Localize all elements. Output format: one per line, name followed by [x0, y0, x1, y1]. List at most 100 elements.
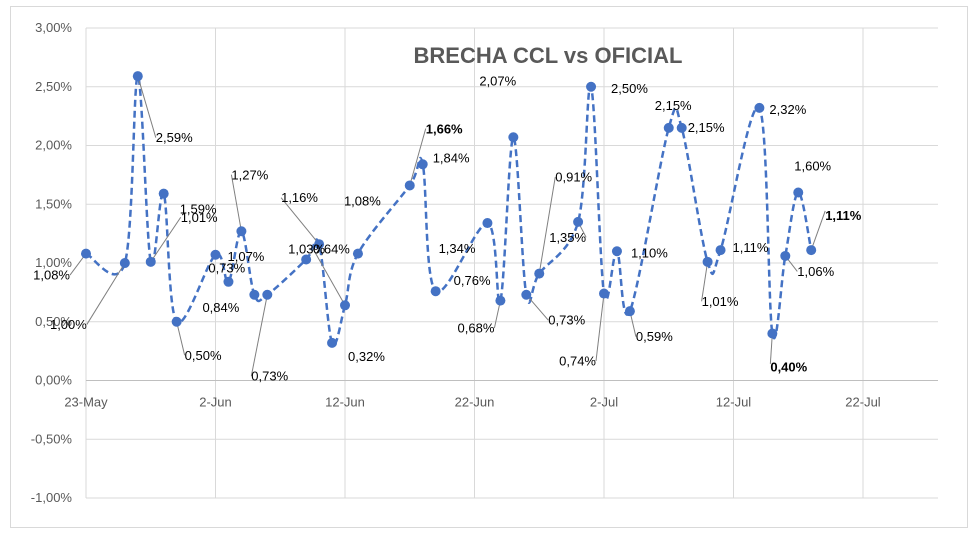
label-leader-line — [137, 76, 157, 138]
data-point — [624, 306, 635, 317]
y-tick-label: -0,50% — [31, 431, 73, 446]
label-leader-line — [538, 176, 556, 274]
data-labels: 1,08%1,00%2,59%1,01%1,59%0,50%1,07%0,84%… — [33, 73, 862, 383]
y-tick-label: 3,00% — [35, 20, 72, 35]
data-point — [327, 337, 338, 348]
data-label: 1,08% — [33, 268, 70, 283]
data-point — [702, 256, 713, 267]
data-label: 1,10% — [631, 245, 668, 260]
data-point — [599, 288, 609, 299]
data-point — [340, 300, 350, 311]
label-leader-line — [280, 197, 320, 245]
data-point — [314, 239, 325, 250]
data-point — [482, 218, 493, 229]
data-point — [145, 256, 156, 267]
data-label: 2,50% — [611, 81, 648, 96]
data-label: 1,01% — [702, 294, 739, 309]
data-label: 0,73% — [548, 313, 585, 328]
axes: 3,00% 2,50% 2,00% 1,50% 1,00% 0,50% 0,00% -0,50… — [31, 20, 938, 505]
data-label: 1,06% — [797, 264, 834, 279]
data-point — [521, 289, 532, 300]
label-leader-line — [595, 293, 605, 362]
data-label: 1,07% — [228, 249, 265, 264]
y-tick-label: 0,00% — [35, 373, 72, 388]
x-tick-label: 12-Jun — [325, 395, 365, 410]
data-point — [81, 248, 91, 259]
chart-title: BRECHA CCL vs OFICIAL — [414, 43, 683, 68]
data-label: 2,15% — [688, 120, 725, 135]
data-label: 1,59% — [180, 202, 217, 217]
data-points — [81, 71, 817, 348]
data-label: 0,68% — [458, 321, 495, 336]
data-point — [132, 71, 143, 82]
data-point — [301, 254, 312, 265]
label-leader-line — [525, 294, 549, 321]
data-point — [262, 289, 273, 300]
data-label: 1,60% — [794, 159, 831, 174]
data-label: 1,08% — [344, 194, 381, 209]
data-point — [534, 268, 545, 279]
data-label: 1,00% — [50, 317, 87, 332]
label-leader-line — [176, 321, 186, 356]
data-label: 1,01% — [181, 210, 218, 225]
x-tick-label: 22-Jul — [845, 395, 881, 410]
data-point — [158, 188, 169, 199]
data-label: 2,32% — [769, 102, 806, 117]
data-point — [767, 328, 778, 339]
data-point — [573, 216, 584, 227]
label-leader-line — [250, 294, 268, 377]
data-label: 0,32% — [348, 349, 385, 364]
data-label: 0,73% — [208, 261, 245, 276]
label-leader-line — [701, 261, 709, 302]
data-label: 1,84% — [433, 150, 470, 165]
x-tick-label: 22-Jun — [455, 395, 495, 410]
data-point — [495, 295, 506, 306]
data-point — [715, 245, 726, 256]
x-tick-label: 12-Jul — [716, 395, 752, 410]
data-point — [586, 81, 597, 92]
data-label: 1,16% — [281, 190, 318, 205]
data-label: 1,35% — [549, 230, 586, 245]
data-point — [404, 180, 415, 191]
data-label: 0,73% — [251, 369, 288, 384]
y-tick-label: 2,50% — [35, 79, 72, 94]
data-label: 2,07% — [479, 73, 516, 88]
data-label: 1,11% — [733, 240, 769, 255]
x-tick-label: 2-Jun — [199, 395, 232, 410]
data-point — [119, 258, 130, 268]
y-tick-label: 2,00% — [35, 138, 72, 153]
series-path — [85, 74, 813, 347]
data-point — [611, 246, 622, 257]
series-line — [85, 74, 813, 347]
data-point — [236, 226, 247, 237]
label-leader-line — [230, 174, 242, 232]
data-point — [793, 187, 804, 198]
data-label: 0,40% — [770, 360, 807, 375]
data-point — [171, 316, 182, 327]
data-label: 0,91% — [555, 170, 592, 185]
data-label: 1,03% — [288, 241, 325, 256]
data-label: 0,50% — [185, 348, 222, 363]
data-point — [210, 249, 221, 260]
data-label: 0,64% — [313, 241, 350, 256]
data-point — [417, 159, 428, 170]
y-tick-label: 1,50% — [35, 196, 72, 211]
label-leader-line — [810, 210, 826, 251]
data-point — [223, 276, 234, 287]
data-point — [780, 250, 791, 261]
label-leader-line — [769, 333, 773, 364]
label-leader-line — [150, 216, 182, 263]
data-label: 2,59% — [156, 130, 193, 145]
data-point — [352, 248, 363, 259]
label-leader-line — [86, 262, 126, 325]
data-label: 1,11% — [825, 208, 862, 223]
data-point — [249, 289, 260, 300]
data-point — [676, 122, 687, 133]
data-label: 2,15% — [655, 98, 692, 113]
data-label: 1,34% — [439, 241, 476, 256]
x-tick-label: 23-May — [64, 395, 108, 410]
label-leader-line — [312, 248, 346, 306]
x-tick-label: 2-Jul — [590, 395, 618, 410]
data-label: 0,74% — [559, 354, 596, 369]
